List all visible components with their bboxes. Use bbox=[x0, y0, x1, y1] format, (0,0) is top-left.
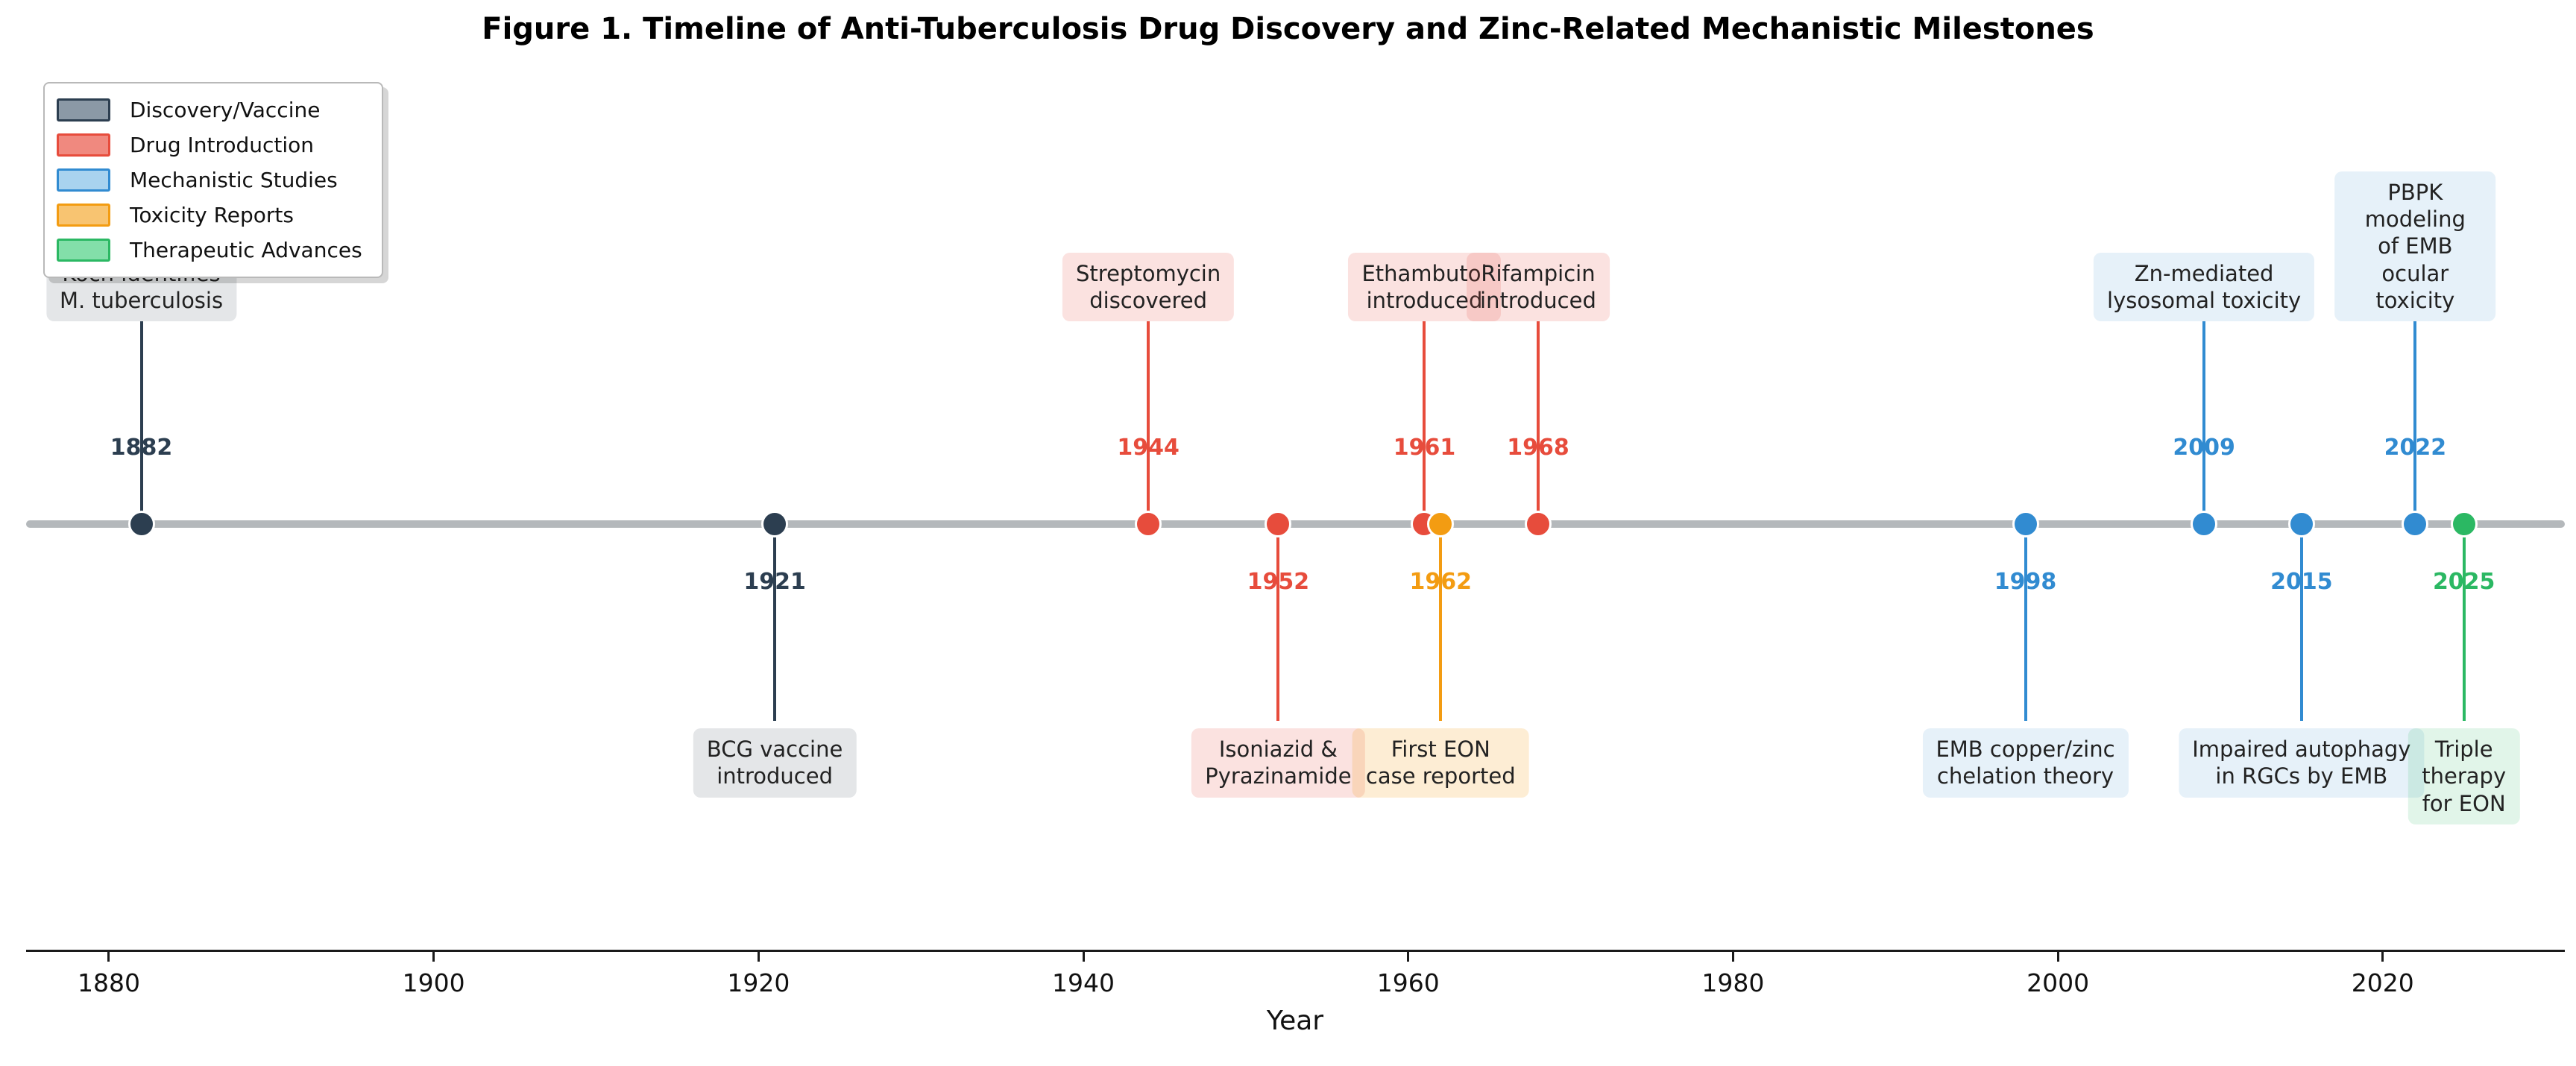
event-1998-stem bbox=[2024, 524, 2027, 721]
tick-label-1920: 1920 bbox=[727, 968, 790, 997]
event-1882-dot bbox=[127, 511, 155, 537]
event-1968-year-label: 1968 bbox=[1507, 435, 1569, 461]
event-1962-year-label: 1962 bbox=[1409, 569, 1473, 595]
legend-item-discovery: Discovery/Vaccine bbox=[57, 92, 362, 127]
event-1882-stem bbox=[139, 321, 143, 524]
event-1961-stem bbox=[1423, 321, 1426, 524]
event-2025-year-label: 2025 bbox=[2432, 569, 2495, 595]
tick-label-2000: 2000 bbox=[2027, 968, 2090, 997]
event-1944-stem bbox=[1147, 321, 1150, 524]
legend-label-therapeutic: Therapeutic Advances bbox=[130, 238, 362, 262]
event-1962-dot bbox=[1427, 511, 1455, 537]
legend-swatch-toxicity bbox=[57, 204, 110, 227]
event-1944-label-box: Streptomycin discovered bbox=[1062, 252, 1235, 321]
event-1968-label-box: Rifampicin introduced bbox=[1467, 252, 1610, 321]
event-2009-dot bbox=[2191, 511, 2218, 537]
legend-label-drug: Drug Introduction bbox=[130, 133, 315, 157]
event-1944-dot bbox=[1135, 511, 1162, 537]
event-2015-stem bbox=[2299, 524, 2303, 721]
figure-title: Figure 1. Timeline of Anti-Tuberculosis … bbox=[482, 12, 2094, 46]
tick-label-1960: 1960 bbox=[1376, 968, 1440, 997]
event-2025-label-box: Triple therapy for EON bbox=[2407, 728, 2520, 824]
event-2009-stem bbox=[2202, 321, 2206, 524]
tick-mark-1980 bbox=[1731, 952, 1734, 962]
event-2022-label-box: PBPK modeling of EMB ocular toxicity bbox=[2334, 171, 2496, 321]
event-1961-label-box: Ethambutol introduced bbox=[1348, 252, 1501, 321]
tick-mark-1920 bbox=[757, 952, 760, 962]
event-2025-stem bbox=[2462, 524, 2466, 721]
legend-items: Discovery/Vaccine Drug Introduction Mechan… bbox=[57, 92, 362, 268]
event-1944-year-label: 1944 bbox=[1117, 435, 1180, 461]
legend-item-drug: Drug Introduction bbox=[57, 127, 362, 163]
timeline-line bbox=[26, 520, 2565, 528]
event-1998-label-box: EMB copper/zinc chelation theory bbox=[1922, 728, 2129, 798]
tick-mark-2000 bbox=[2056, 952, 2059, 962]
event-1882-year-label: 1882 bbox=[110, 435, 173, 461]
event-2015-year-label: 2015 bbox=[2270, 569, 2333, 595]
event-2025-dot bbox=[2450, 511, 2478, 537]
event-1962-stem bbox=[1439, 524, 1443, 721]
event-1952-dot bbox=[1265, 511, 1292, 537]
tick-mark-2020 bbox=[2381, 952, 2384, 962]
tick-mark-1940 bbox=[1082, 952, 1085, 962]
event-1998-dot bbox=[2012, 511, 2039, 537]
event-1952-label-box: Isoniazid & Pyrazinamide bbox=[1191, 728, 1365, 798]
x-axis-spine bbox=[26, 950, 2565, 952]
event-2009-label-box: Zn-mediated lysosomal toxicity bbox=[2094, 252, 2315, 321]
event-1921-stem bbox=[773, 524, 777, 721]
event-2022-stem bbox=[2413, 321, 2417, 524]
tick-label-1900: 1900 bbox=[402, 968, 465, 997]
tick-mark-1900 bbox=[432, 952, 435, 962]
event-1962-label-box: First EON case reported bbox=[1352, 728, 1529, 798]
legend-label-toxicity: Toxicity Reports bbox=[130, 203, 294, 227]
legend: Discovery/Vaccine Drug Introduction Mechan… bbox=[43, 82, 383, 278]
event-1921-label-box: BCG vaccine introduced bbox=[693, 728, 857, 798]
event-1921-year-label: 1921 bbox=[743, 569, 806, 595]
legend-item-toxicity: Toxicity Reports bbox=[57, 198, 362, 233]
event-2015-label-box: Impaired autophagy in RGCs by EMB bbox=[2179, 728, 2425, 798]
event-1952-year-label: 1952 bbox=[1247, 569, 1310, 595]
event-1968-stem bbox=[1536, 321, 1540, 524]
x-axis-label: Year bbox=[1266, 1006, 1324, 1036]
event-1961-year-label: 1961 bbox=[1393, 435, 1456, 461]
event-1921-dot bbox=[761, 511, 789, 537]
legend-swatch-drug bbox=[57, 133, 110, 157]
tick-label-1980: 1980 bbox=[1701, 968, 1765, 997]
tick-label-2020: 2020 bbox=[2351, 968, 2414, 997]
tick-mark-1880 bbox=[107, 952, 110, 962]
tick-label-1880: 1880 bbox=[77, 968, 140, 997]
legend-label-mechanistic: Mechanistic Studies bbox=[130, 168, 338, 192]
legend-swatch-mechanistic bbox=[57, 168, 110, 192]
legend-swatch-discovery bbox=[57, 98, 110, 122]
event-2015-dot bbox=[2287, 511, 2315, 537]
legend-item-therapeutic: Therapeutic Advances bbox=[57, 233, 362, 268]
event-1998-year-label: 1998 bbox=[1994, 569, 2057, 595]
event-1968-dot bbox=[1524, 511, 1552, 537]
tick-label-1940: 1940 bbox=[1052, 968, 1115, 997]
legend-label-discovery: Discovery/Vaccine bbox=[130, 98, 321, 122]
tick-mark-1960 bbox=[1407, 952, 1410, 962]
legend-item-mechanistic: Mechanistic Studies bbox=[57, 163, 362, 198]
event-2009-year-label: 2009 bbox=[2173, 435, 2235, 461]
event-1952-stem bbox=[1276, 524, 1280, 721]
event-2022-dot bbox=[2402, 511, 2429, 537]
event-2022-year-label: 2022 bbox=[2384, 435, 2447, 461]
legend-swatch-therapeutic bbox=[57, 239, 110, 262]
